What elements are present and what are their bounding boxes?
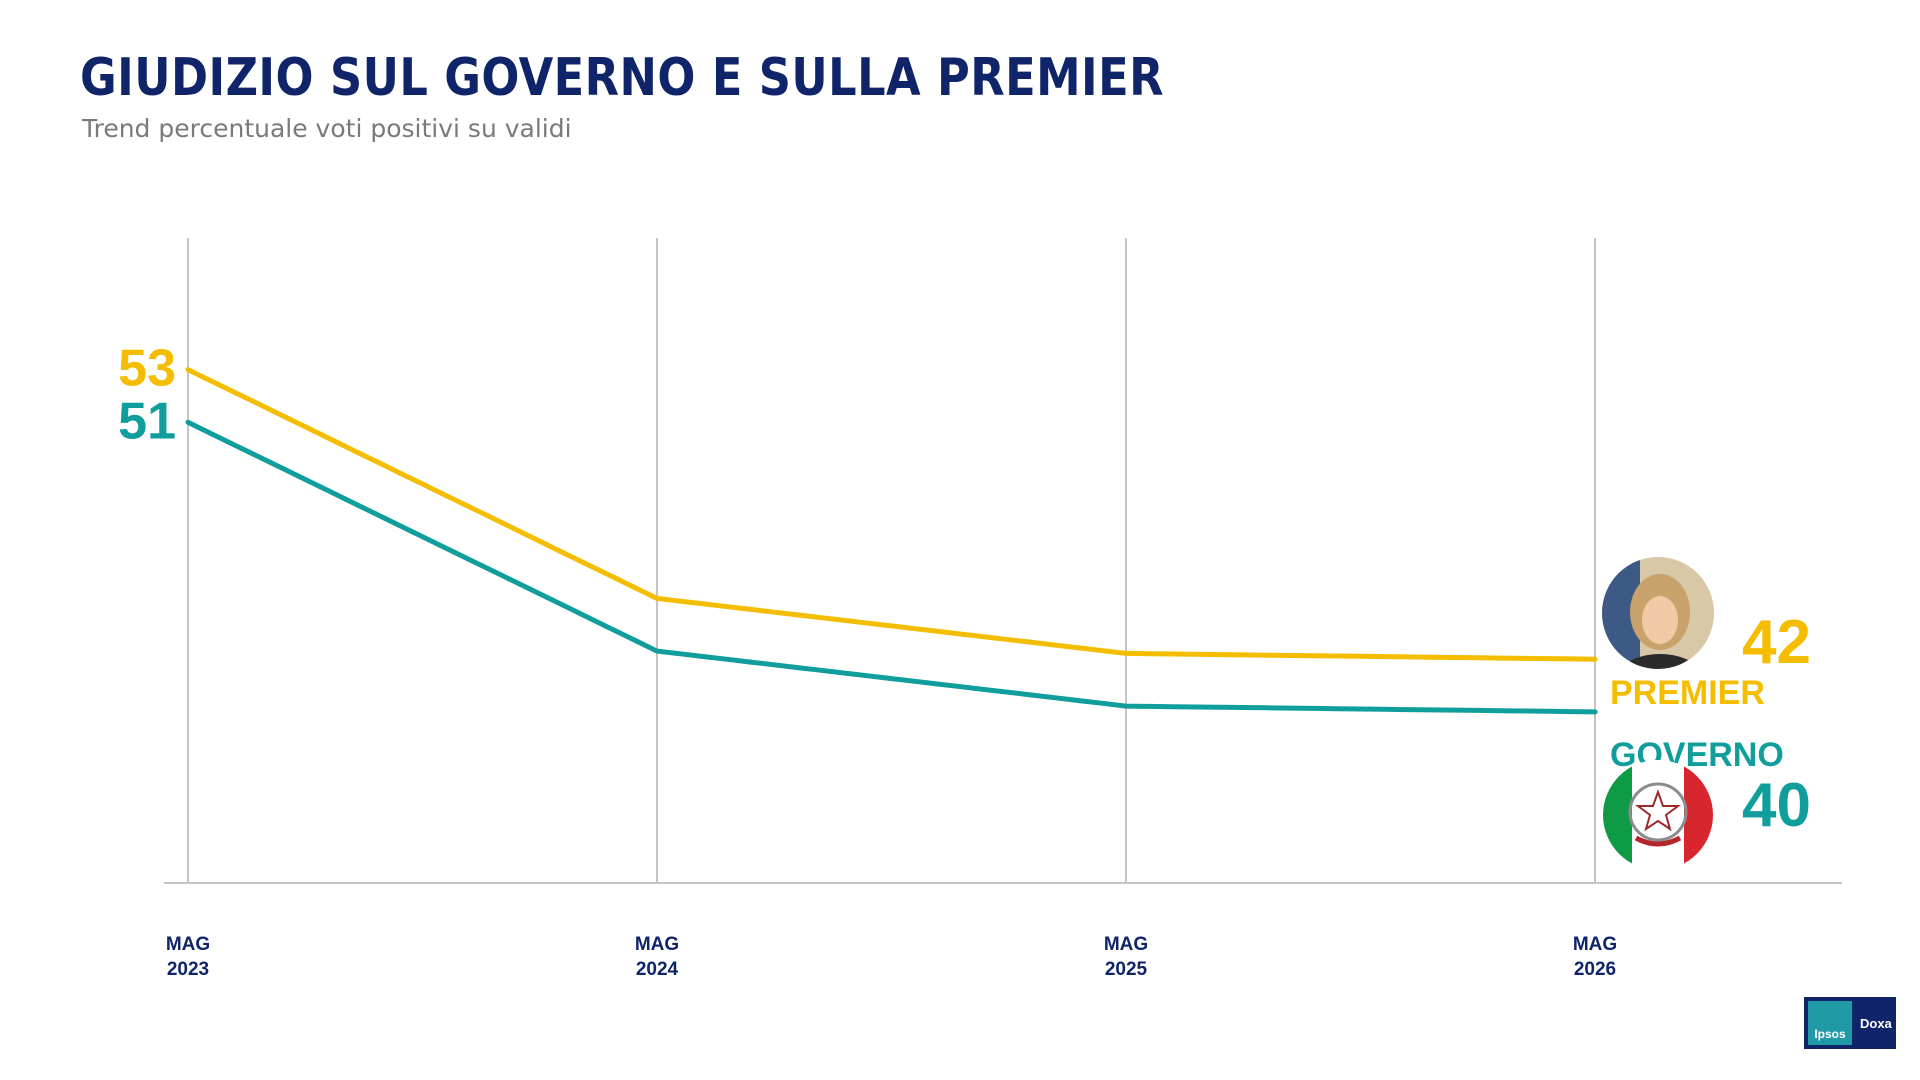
start-value-label-premier: 53: [118, 340, 176, 398]
x-tick-label: MAG 2025: [1104, 934, 1148, 980]
doxa-logo-text: Doxa: [1860, 1015, 1892, 1031]
x-tick-label: MAG 2026: [1573, 934, 1617, 980]
x-axis-ticks: MAG 2023 MAG 2024 MAG 2025 MAG 2026: [166, 934, 1617, 980]
premier-portrait-icon: [1602, 557, 1714, 669]
end-value-label-governo: 40: [1742, 771, 1811, 840]
x-tick-label: MAG 2024: [635, 934, 679, 980]
series-name-label-premier: PREMIER: [1610, 674, 1765, 712]
chart-title: GIUDIZIO SUL GOVERNO E SULLA PREMIER: [80, 48, 1164, 108]
series-line-premier: [185, 367, 1598, 662]
italian-emblem-icon: [1603, 760, 1713, 870]
end-value-label-premier: 42: [1742, 608, 1811, 677]
ipsos-doxa-logo: Ipsos Doxa: [1804, 997, 1896, 1049]
x-tick-label: MAG 2023: [166, 934, 210, 980]
ipsos-logo-mark: Ipsos: [1808, 1001, 1852, 1045]
grid: [164, 238, 1842, 884]
chart-subtitle: Trend percentuale voti positivi su valid…: [82, 114, 572, 143]
start-value-label-governo: 51: [118, 392, 176, 450]
series-lines: [185, 367, 1598, 715]
series-line-governo: [185, 419, 1598, 715]
